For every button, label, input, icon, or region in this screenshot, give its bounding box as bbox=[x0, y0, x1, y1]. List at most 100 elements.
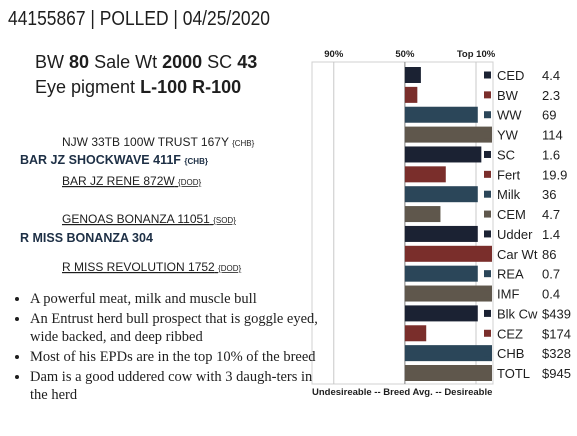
name: GENOAS BONANZA 11051 bbox=[62, 212, 210, 226]
bar bbox=[404, 305, 478, 322]
epd-value: $439 bbox=[542, 306, 571, 321]
header-title: 44155867 | POLLED | 04/25/2020 bbox=[8, 8, 270, 30]
epd-value: 19.9 bbox=[542, 167, 567, 182]
legend-swatch bbox=[484, 190, 491, 198]
eye-pigment: Eye pigment L-100 R-100 bbox=[35, 77, 241, 97]
epd-value: 0.7 bbox=[542, 267, 560, 282]
pedigree-entry: R MISS BONANZA 304 bbox=[20, 231, 153, 245]
bar bbox=[404, 166, 446, 183]
epd-value: 1.6 bbox=[542, 147, 560, 162]
stat-label: BW bbox=[35, 52, 64, 72]
legend-swatch bbox=[484, 309, 491, 317]
trait-label: Blk Cw bbox=[497, 306, 538, 321]
pedigree-entry: NJW 33TB 100W TRUST 167Y {CHB} bbox=[62, 135, 255, 149]
pedigree-entry: BAR JZ RENE 872W {DOD} bbox=[62, 174, 201, 188]
tag: {CHB} bbox=[232, 139, 255, 148]
trait-label: YW bbox=[497, 128, 519, 143]
stat-label: Sale Wt bbox=[94, 52, 157, 72]
bar bbox=[404, 345, 492, 362]
legend-swatch bbox=[484, 111, 491, 119]
bar bbox=[404, 365, 492, 381]
pedigree-entry: GENOAS BONANZA 11051 {SOD} bbox=[62, 212, 236, 226]
bar bbox=[404, 325, 427, 342]
tag: {DOD} bbox=[218, 264, 241, 273]
epd-value: $328 bbox=[542, 346, 571, 361]
name: NJW 33TB 100W TRUST 167Y bbox=[62, 135, 229, 149]
trait-label: CED bbox=[497, 68, 524, 83]
trait-label: Milk bbox=[497, 187, 521, 202]
tag: {SOD} bbox=[213, 216, 236, 225]
bar bbox=[404, 86, 418, 103]
legend-swatch bbox=[484, 170, 491, 178]
legend-swatch bbox=[484, 131, 491, 139]
x-axis-label: Undesireable -- Breed Avg. -- Desireable bbox=[312, 387, 492, 398]
name: R MISS BONANZA 304 bbox=[20, 231, 153, 245]
legend-swatch bbox=[484, 329, 491, 337]
x-tick-label: 50% bbox=[395, 49, 415, 60]
pedigree-entry: R MISS REVOLUTION 1752 {DOD} bbox=[62, 260, 242, 274]
trait-label: CEZ bbox=[497, 326, 523, 341]
trait-label: CHB bbox=[497, 346, 524, 361]
bar bbox=[404, 67, 421, 83]
legend-swatch bbox=[484, 349, 491, 357]
legend-swatch bbox=[484, 71, 491, 79]
eye-right: R-100 bbox=[192, 77, 241, 97]
legend-swatch bbox=[484, 230, 491, 238]
trait-label: CEM bbox=[497, 207, 526, 222]
epd-value: 1.4 bbox=[542, 227, 560, 242]
legend-swatch bbox=[484, 150, 491, 158]
legend-swatch bbox=[484, 270, 491, 278]
bar bbox=[404, 206, 441, 223]
name: R MISS REVOLUTION 1752 bbox=[62, 260, 215, 274]
epd-value: 0.4 bbox=[542, 287, 560, 302]
name: BAR JZ RENE 872W bbox=[62, 174, 175, 188]
bar bbox=[404, 186, 478, 203]
legend-swatch bbox=[484, 250, 491, 258]
bar bbox=[404, 265, 478, 282]
epd-value: $174 bbox=[542, 326, 571, 341]
bar bbox=[404, 225, 478, 242]
epd-value: 114 bbox=[542, 128, 563, 143]
bullet: Dam is a good uddered cow with 3 daugh-t… bbox=[30, 368, 330, 404]
bar bbox=[404, 245, 492, 262]
trait-label: IMF bbox=[497, 287, 519, 302]
bullet-list: A powerful meat, milk and muscle bull An… bbox=[8, 290, 330, 406]
trait-label: BW bbox=[497, 88, 519, 103]
bullet: Most of his EPDs are in the top 10% of t… bbox=[30, 348, 330, 366]
eye-left: L-100 bbox=[140, 77, 187, 97]
bar bbox=[404, 126, 492, 143]
stat-value: 80 bbox=[69, 52, 89, 72]
trait-label: Car Wt bbox=[497, 247, 538, 262]
stat-value: 43 bbox=[237, 52, 257, 72]
tag: {DOD} bbox=[178, 178, 201, 187]
legend-swatch bbox=[484, 369, 491, 377]
legend-swatch bbox=[484, 290, 491, 298]
stat-value: 2000 bbox=[162, 52, 202, 72]
plot-frame bbox=[311, 61, 494, 385]
x-tick-label: 90% bbox=[324, 49, 344, 60]
epd-value: 2.3 bbox=[542, 88, 560, 103]
bullet: A powerful meat, milk and muscle bull bbox=[30, 290, 330, 308]
epd-value: $945 bbox=[542, 366, 571, 381]
epd-value: 36 bbox=[542, 187, 556, 202]
trait-label: Udder bbox=[497, 227, 533, 242]
bar bbox=[404, 285, 492, 302]
legend-swatch bbox=[484, 91, 491, 99]
trait-label: WW bbox=[497, 108, 522, 123]
epd-value: 4.4 bbox=[542, 68, 560, 83]
bar bbox=[404, 106, 478, 123]
epd-value: 4.7 bbox=[542, 207, 560, 222]
tag: {CHB} bbox=[184, 157, 208, 166]
pedigree-entry: BAR JZ SHOCKWAVE 411F {CHB} bbox=[20, 153, 208, 167]
trait-label: TOTL bbox=[497, 366, 530, 381]
trait-label: SC bbox=[497, 147, 515, 162]
name: BAR JZ SHOCKWAVE 411F bbox=[20, 153, 181, 167]
bullet: An Entrust herd bull prospect that is go… bbox=[30, 310, 330, 346]
legend-swatch bbox=[484, 210, 491, 218]
epd-value: 69 bbox=[542, 108, 556, 123]
bar bbox=[404, 146, 482, 163]
x-tick-label: Top 10% bbox=[457, 49, 496, 60]
stat-label: SC bbox=[207, 52, 232, 72]
trait-label: REA bbox=[497, 267, 524, 282]
